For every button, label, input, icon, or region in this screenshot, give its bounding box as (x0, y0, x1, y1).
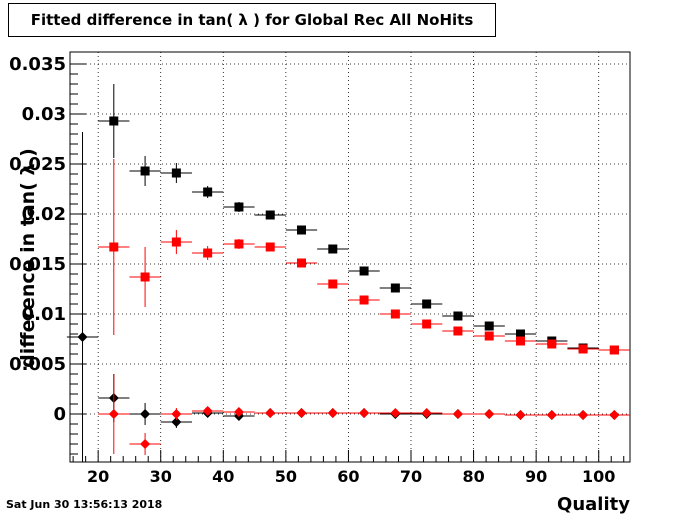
data-point-square (297, 225, 307, 235)
chart-title-box: Fitted difference in tan( λ ) for Global… (8, 3, 496, 37)
x-tick-label: 70 (400, 467, 422, 486)
data-point-square (516, 336, 526, 346)
grid-lines (70, 52, 630, 462)
y-tick-label: 0.005 (9, 354, 66, 375)
data-marks (66, 84, 630, 462)
data-point-square (234, 239, 244, 249)
y-axis-label: difference in tan( λ ) (17, 148, 39, 368)
data-point-square (109, 116, 119, 126)
data-point-square (484, 331, 494, 341)
data-point-diamond (515, 410, 526, 420)
x-tick-label: 90 (525, 467, 547, 486)
x-tick-label: 30 (150, 467, 172, 486)
data-point-square (390, 283, 400, 293)
data-point-diamond (609, 410, 620, 420)
data-point-square (203, 187, 213, 197)
axis-ticks: 20 30 40 50 60 70 80 90 100 0 0.005 0.01 0.015 0.02 0.… (9, 54, 625, 486)
y-tick-label: 0.02 (22, 204, 66, 225)
data-point-square (171, 237, 181, 247)
x-axis-label: Quality (557, 494, 630, 514)
x-tick-label: 40 (212, 467, 234, 486)
data-point-diamond (359, 408, 370, 418)
series-2 (98, 159, 630, 355)
data-point-square (422, 299, 432, 309)
data-point-diamond (546, 410, 557, 420)
chart-title: Fitted difference in tan( λ ) for Global… (30, 11, 474, 29)
plot-frame (69, 51, 631, 463)
y-tick-label: 0.01 (22, 304, 66, 325)
data-point-square (547, 339, 557, 349)
data-point-square (265, 242, 275, 252)
data-point-diamond (140, 439, 151, 449)
data-point-diamond (171, 409, 182, 419)
data-point-square (265, 210, 275, 220)
data-point-square (390, 309, 400, 319)
data-point-square (109, 242, 119, 252)
data-point-diamond (296, 408, 307, 418)
data-point-diamond (233, 407, 244, 417)
data-point-square (609, 345, 619, 355)
x-tick-label: 100 (582, 467, 615, 486)
y-tick-label: 0.025 (9, 154, 66, 175)
x-tick-label: 80 (462, 467, 484, 486)
data-point-square (453, 311, 463, 321)
data-point-square (140, 272, 150, 282)
y-tick-label: 0.03 (22, 104, 66, 125)
y-tick-label: 0.035 (9, 54, 66, 75)
x-tick-label: 20 (87, 467, 109, 486)
x-tick-label: 50 (275, 467, 297, 486)
data-point-diamond (421, 408, 432, 418)
data-point-diamond (265, 408, 276, 418)
data-point-square (422, 319, 432, 329)
timestamp-label: Sat Jun 30 13:56:13 2018 (6, 498, 163, 511)
data-point-diamond (202, 406, 213, 416)
y-tick-label: 0 (53, 404, 66, 425)
data-point-square (359, 295, 369, 305)
data-point-square (171, 168, 181, 178)
data-point-diamond (452, 409, 463, 419)
series-4 (98, 374, 630, 455)
data-point-diamond (390, 408, 401, 418)
data-point-square (234, 202, 244, 212)
data-point-square (453, 326, 463, 336)
data-point-diamond (484, 409, 495, 419)
data-point-diamond (77, 332, 88, 342)
data-point-square (328, 279, 338, 289)
data-point-square (484, 321, 494, 331)
data-point-square (359, 266, 369, 276)
data-point-diamond (578, 410, 589, 420)
y-tick-label: 0.015 (9, 254, 66, 275)
data-point-square (328, 244, 338, 254)
data-point-square (578, 344, 588, 354)
data-point-diamond (171, 417, 182, 427)
data-point-diamond (108, 409, 119, 419)
data-point-square (516, 329, 526, 339)
data-point-diamond (140, 409, 151, 419)
x-tick-label: 60 (337, 467, 359, 486)
data-point-square (297, 258, 307, 268)
data-point-diamond (327, 408, 338, 418)
data-point-square (203, 248, 213, 258)
series-1 (98, 84, 630, 355)
data-point-square (140, 166, 150, 176)
